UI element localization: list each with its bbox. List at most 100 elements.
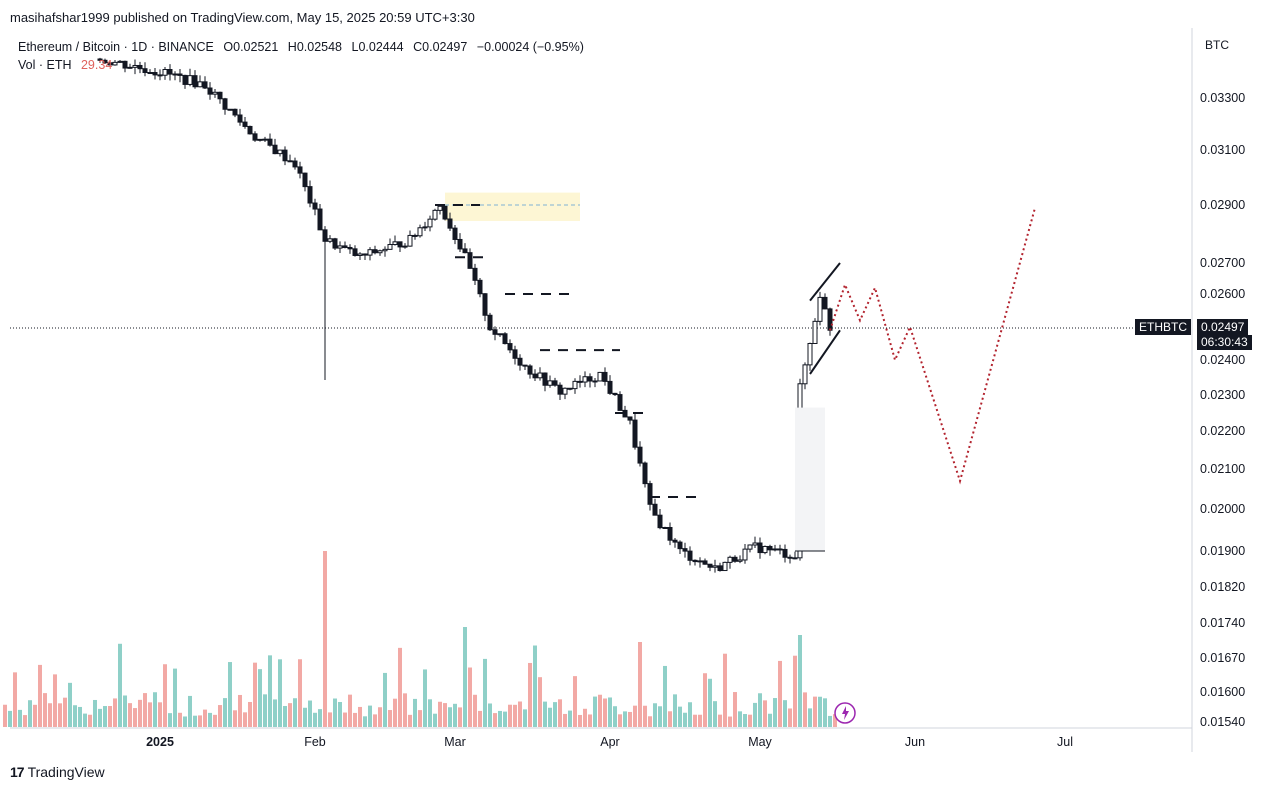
candle-body	[157, 74, 163, 77]
volume-bar	[88, 714, 92, 727]
volume-bar	[203, 709, 207, 727]
candle-body	[587, 376, 593, 382]
volume-bar	[648, 716, 652, 727]
volume-bar	[13, 672, 17, 727]
symbol-title[interactable]: Ethereum / Bitcoin · 1D · BINANCE	[18, 40, 214, 54]
candle-body	[512, 349, 518, 359]
candle-body	[437, 205, 443, 211]
volume-bar	[378, 707, 382, 727]
candle-body	[792, 557, 798, 560]
volume-bar	[758, 693, 762, 727]
volume-bar	[148, 702, 152, 727]
candle-body	[232, 108, 238, 116]
volume-bar	[678, 706, 682, 727]
y-tick-label: 0.02300	[1200, 388, 1245, 402]
y-tick-label: 0.02900	[1200, 198, 1245, 212]
volume-bar	[408, 714, 412, 727]
volume-bar	[608, 697, 612, 727]
candle-body	[162, 69, 168, 76]
volume-bar	[638, 642, 642, 727]
candle-body	[487, 314, 493, 331]
volume-bar	[103, 706, 107, 727]
candle-body	[392, 241, 398, 246]
candle-body	[142, 68, 148, 74]
volume-bar	[228, 662, 232, 727]
candle-body	[502, 333, 508, 345]
y-tick-label: 0.03300	[1200, 91, 1245, 105]
volume-bar	[603, 698, 607, 727]
candle-body	[237, 114, 243, 123]
volume-bar	[463, 627, 467, 727]
volume-bar	[33, 704, 37, 727]
volume-bar	[468, 667, 472, 727]
candle-body	[697, 560, 703, 563]
volume-bar	[183, 716, 187, 727]
volume-bar	[458, 707, 462, 727]
candle-body	[647, 483, 653, 505]
candle-body	[692, 559, 698, 563]
volume-bar	[163, 664, 167, 727]
volume-bar	[673, 694, 677, 727]
candle-body	[782, 548, 788, 558]
volume-bar	[833, 714, 837, 727]
candle-body	[597, 371, 603, 382]
author-name[interactable]: masihafshar1999	[10, 10, 110, 25]
volume-bar	[483, 658, 487, 727]
candle-body	[567, 387, 573, 390]
volume-bar	[538, 677, 542, 727]
candle-body	[767, 545, 773, 551]
volume-bar	[398, 647, 402, 727]
volume-bar	[213, 714, 217, 727]
price-tag-symbol: ETHBTC	[1135, 319, 1191, 335]
volume-bar	[693, 714, 697, 727]
candle-body	[402, 245, 408, 248]
candle-body	[97, 58, 103, 61]
volume-bar	[778, 660, 782, 727]
candle-body	[677, 541, 683, 550]
volume-bar	[413, 698, 417, 727]
candle-body	[652, 503, 658, 516]
volume-bar	[8, 710, 12, 727]
candle-body	[137, 64, 143, 70]
candle-body	[317, 208, 323, 231]
volume-bar	[63, 697, 67, 727]
volume-label[interactable]: Vol · ETH	[18, 58, 72, 72]
candle-body	[552, 380, 558, 386]
candle-body	[612, 392, 618, 396]
candle-body	[262, 138, 268, 141]
candle-body	[257, 138, 263, 141]
candle-body	[167, 69, 173, 75]
volume-bar	[503, 711, 507, 727]
volume-bar	[263, 694, 267, 727]
volume-bar	[288, 703, 292, 727]
volume-bar	[343, 712, 347, 727]
x-tick-label: Feb	[304, 735, 326, 749]
candle-body	[302, 172, 308, 188]
candle-body	[112, 61, 118, 66]
candle-body	[812, 320, 818, 344]
volume-bar	[748, 714, 752, 727]
volume-bar	[3, 704, 7, 727]
footer-brand[interactable]: 17 TradingView	[10, 764, 105, 780]
y-tick-label: 0.02700	[1200, 256, 1245, 270]
volume-bar	[488, 703, 492, 727]
candle-body	[772, 548, 778, 551]
projection-path	[829, 207, 1036, 485]
candle-body	[272, 144, 278, 155]
axis-unit-label[interactable]: BTC	[1205, 38, 1229, 52]
volume-bar	[233, 710, 237, 727]
candle-body	[542, 372, 548, 386]
legend-ohlc-row: Ethereum / Bitcoin · 1D · BINANCE O0.025…	[18, 38, 584, 56]
candle-body	[522, 364, 528, 367]
volume-bar	[433, 713, 437, 727]
candle-body	[562, 387, 568, 395]
volume-bar	[703, 673, 707, 727]
candle-body	[607, 380, 613, 394]
volume-value: 29.34	[80, 58, 113, 72]
volume-bar	[633, 705, 637, 727]
candle-body	[737, 559, 743, 562]
candle-body	[147, 72, 153, 75]
candle-body	[732, 556, 738, 562]
volume-bar	[23, 715, 27, 727]
